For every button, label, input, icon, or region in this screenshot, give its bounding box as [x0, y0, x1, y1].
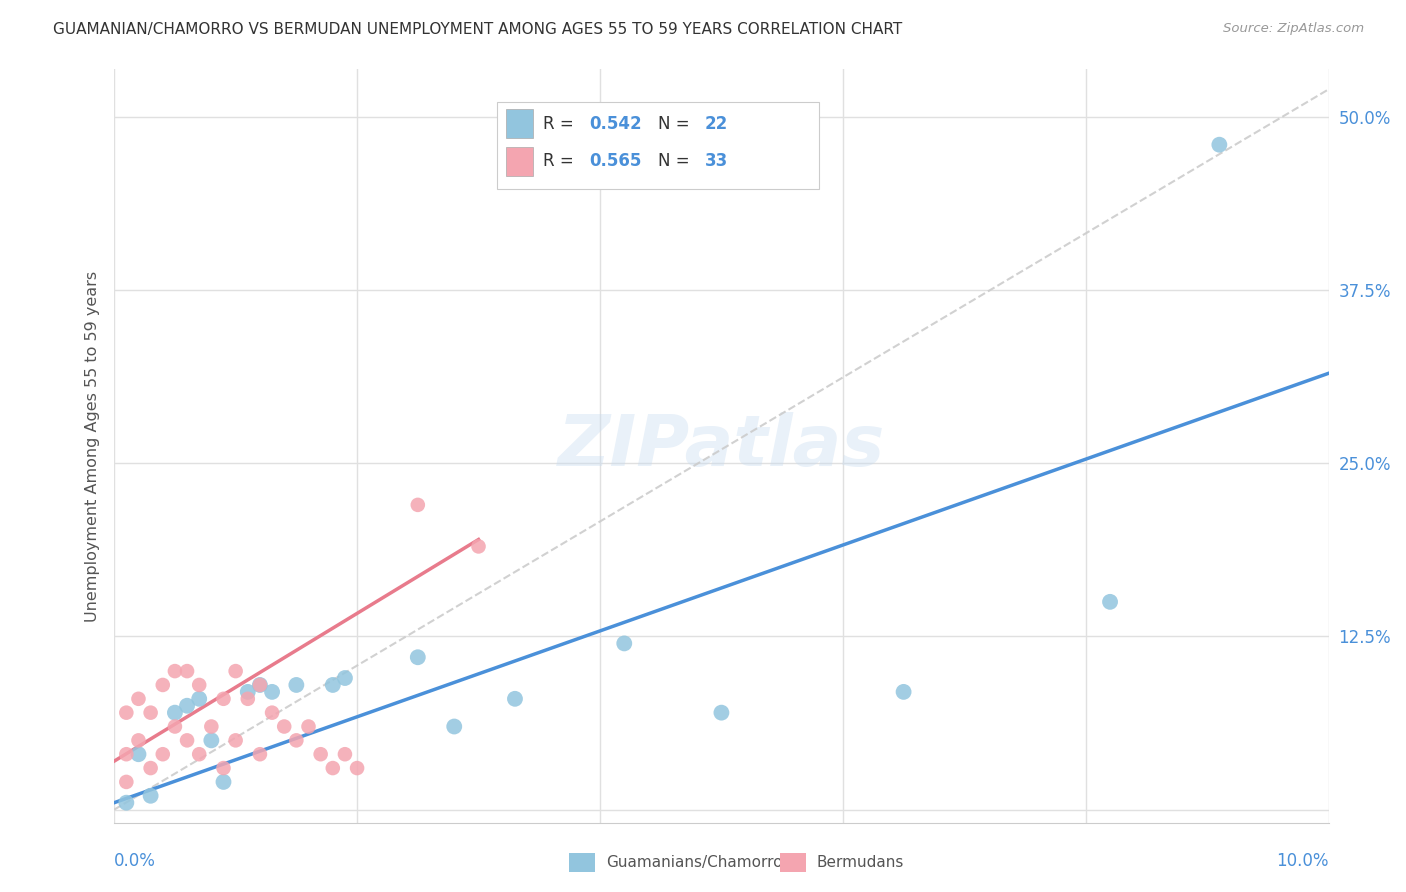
- Text: R =: R =: [543, 153, 579, 170]
- Point: [163, 664, 186, 678]
- Bar: [506, 147, 533, 176]
- Text: Bermudans: Bermudans: [817, 855, 904, 870]
- Text: 0.0%: 0.0%: [114, 852, 156, 870]
- Point: [200, 719, 222, 733]
- Point: [1099, 595, 1122, 609]
- Point: [613, 636, 636, 650]
- Point: [406, 498, 429, 512]
- Point: [236, 691, 259, 706]
- Point: [115, 747, 138, 762]
- Text: 33: 33: [704, 153, 728, 170]
- Point: [225, 664, 247, 678]
- Point: [176, 664, 198, 678]
- Point: [322, 678, 344, 692]
- Point: [115, 706, 138, 720]
- Text: 0.565: 0.565: [589, 153, 641, 170]
- Point: [297, 719, 319, 733]
- Point: [188, 678, 211, 692]
- Point: [200, 733, 222, 747]
- Y-axis label: Unemployment Among Ages 55 to 59 years: Unemployment Among Ages 55 to 59 years: [86, 270, 100, 622]
- Text: Guamanians/Chamorros: Guamanians/Chamorros: [606, 855, 790, 870]
- Point: [139, 761, 162, 775]
- Point: [176, 698, 198, 713]
- Point: [503, 691, 526, 706]
- Point: [262, 706, 284, 720]
- Point: [139, 789, 162, 803]
- Point: [236, 685, 259, 699]
- Point: [139, 706, 162, 720]
- Point: [163, 719, 186, 733]
- Text: 0.542: 0.542: [589, 115, 641, 133]
- FancyBboxPatch shape: [496, 103, 818, 189]
- Point: [309, 747, 332, 762]
- Point: [212, 775, 235, 789]
- Point: [893, 685, 915, 699]
- Point: [249, 678, 271, 692]
- Point: [285, 678, 308, 692]
- Point: [333, 671, 356, 685]
- Point: [212, 761, 235, 775]
- Point: [176, 733, 198, 747]
- Point: [188, 691, 211, 706]
- Point: [188, 747, 211, 762]
- Point: [710, 706, 733, 720]
- Bar: [780, 853, 806, 872]
- Point: [115, 775, 138, 789]
- Text: 10.0%: 10.0%: [1277, 852, 1329, 870]
- Point: [152, 678, 174, 692]
- Text: R =: R =: [543, 115, 579, 133]
- Text: 22: 22: [704, 115, 728, 133]
- Point: [152, 747, 174, 762]
- Point: [163, 706, 186, 720]
- Point: [333, 747, 356, 762]
- Point: [249, 747, 271, 762]
- Text: N =: N =: [658, 153, 695, 170]
- Point: [249, 678, 271, 692]
- Point: [212, 691, 235, 706]
- Point: [322, 761, 344, 775]
- Bar: [506, 110, 533, 138]
- Point: [443, 719, 465, 733]
- Point: [406, 650, 429, 665]
- Point: [262, 685, 284, 699]
- Bar: [569, 853, 595, 872]
- Point: [285, 733, 308, 747]
- Point: [127, 691, 149, 706]
- Point: [273, 719, 295, 733]
- Point: [127, 733, 149, 747]
- Point: [1208, 137, 1230, 152]
- Point: [127, 747, 149, 762]
- Text: N =: N =: [658, 115, 695, 133]
- Text: ZIPatlas: ZIPatlas: [558, 411, 886, 481]
- Point: [225, 733, 247, 747]
- Point: [115, 796, 138, 810]
- Point: [346, 761, 368, 775]
- Text: Source: ZipAtlas.com: Source: ZipAtlas.com: [1223, 22, 1364, 36]
- Point: [467, 540, 489, 554]
- Text: GUAMANIAN/CHAMORRO VS BERMUDAN UNEMPLOYMENT AMONG AGES 55 TO 59 YEARS CORRELATIO: GUAMANIAN/CHAMORRO VS BERMUDAN UNEMPLOYM…: [53, 22, 903, 37]
